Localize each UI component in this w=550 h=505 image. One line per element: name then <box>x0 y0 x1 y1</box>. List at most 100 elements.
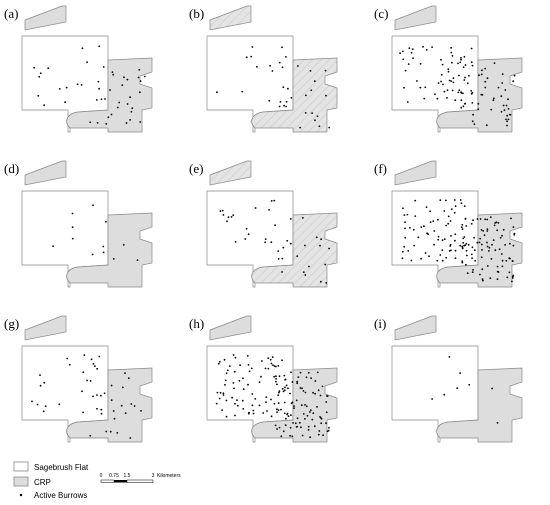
burrow <box>136 259 139 261</box>
burrow <box>481 278 484 280</box>
burrow <box>504 89 507 91</box>
burrow <box>218 360 221 363</box>
burrow <box>304 274 307 276</box>
burrow <box>254 398 257 400</box>
burrow <box>505 259 508 262</box>
burrow <box>476 218 479 220</box>
burrow <box>433 243 435 246</box>
burrow <box>123 76 125 79</box>
burrow <box>506 114 509 117</box>
burrow <box>226 369 229 372</box>
burrow <box>39 72 42 75</box>
burrow <box>289 426 292 429</box>
burrow <box>273 365 276 367</box>
burrow <box>300 426 302 429</box>
burrow <box>287 415 290 417</box>
burrow <box>96 394 98 396</box>
panel-label: (e) <box>189 161 203 176</box>
burrow <box>448 250 451 252</box>
burrow <box>282 390 285 393</box>
burrow <box>509 113 511 116</box>
burrow <box>496 229 499 232</box>
burrow <box>423 225 425 228</box>
burrow <box>71 226 74 229</box>
burrow <box>440 73 443 76</box>
burrow <box>296 255 299 257</box>
burrow <box>448 356 451 358</box>
burrow <box>412 57 414 59</box>
burrow <box>482 230 484 232</box>
burrow <box>297 65 299 67</box>
burrow <box>496 278 499 281</box>
burrow <box>401 257 404 260</box>
burrow <box>297 376 300 378</box>
burrow <box>439 254 442 256</box>
map-panel: (a) <box>4 5 153 133</box>
burrow <box>64 101 66 104</box>
burrow <box>95 99 98 101</box>
burrow <box>321 385 324 388</box>
burrow <box>66 357 69 360</box>
burrow <box>447 70 450 73</box>
burrow <box>139 80 142 82</box>
burrow <box>293 405 295 407</box>
burrow <box>266 410 268 412</box>
burrow <box>296 382 299 385</box>
burrow <box>512 226 515 228</box>
burrow <box>486 218 489 221</box>
burrow <box>43 381 46 384</box>
map-panel: (h) <box>189 315 338 443</box>
burrow <box>493 224 496 227</box>
burrow <box>443 90 446 93</box>
burrow <box>285 56 287 58</box>
burrow <box>124 412 127 414</box>
burrow <box>492 97 495 100</box>
burrow <box>459 372 461 374</box>
burrow <box>102 245 105 248</box>
burrow <box>234 356 237 359</box>
burrow <box>461 224 464 226</box>
burrow <box>280 408 282 411</box>
crp-area <box>251 212 338 288</box>
burrow <box>403 86 405 89</box>
burrow <box>96 367 98 370</box>
panel-label: (d) <box>4 161 19 176</box>
burrow <box>495 221 498 224</box>
burrow <box>448 79 451 82</box>
burrow <box>454 239 456 242</box>
burrow <box>453 211 456 214</box>
burrow <box>472 269 474 271</box>
crp-area <box>251 367 338 443</box>
burrow <box>278 391 280 394</box>
burrow <box>407 250 410 252</box>
burrow <box>277 402 280 404</box>
burrow <box>276 408 278 411</box>
burrow <box>461 245 464 248</box>
burrow <box>284 424 287 427</box>
burrow <box>312 391 314 394</box>
burrow <box>278 61 281 64</box>
burrow <box>304 391 307 394</box>
burrow <box>247 412 250 415</box>
burrow <box>462 92 464 95</box>
burrow <box>267 367 270 370</box>
burrow <box>58 403 61 406</box>
burrow <box>310 377 312 379</box>
burrow <box>315 236 318 239</box>
burrow <box>44 405 47 407</box>
burrow <box>440 80 442 83</box>
burrow <box>494 249 497 252</box>
burrow <box>464 103 466 105</box>
burrow <box>294 422 297 425</box>
burrow <box>98 87 100 90</box>
burrow <box>262 412 265 414</box>
burrow <box>291 435 294 438</box>
burrow <box>507 98 509 101</box>
burrow <box>425 206 428 208</box>
burrow <box>463 79 466 81</box>
burrow <box>465 242 468 245</box>
burrow <box>278 426 281 429</box>
burrow <box>437 235 440 238</box>
burrow <box>486 245 489 248</box>
burrow <box>277 394 280 396</box>
